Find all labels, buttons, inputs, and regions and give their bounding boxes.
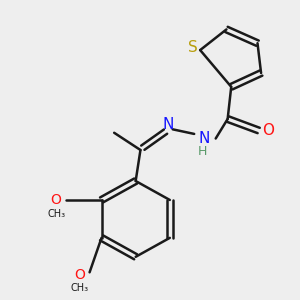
Text: O: O	[262, 123, 274, 138]
Text: O: O	[75, 268, 86, 282]
Text: N: N	[198, 131, 209, 146]
Text: N: N	[162, 117, 174, 132]
Text: CH₃: CH₃	[71, 284, 89, 293]
Text: O: O	[51, 193, 62, 207]
Text: CH₃: CH₃	[47, 209, 65, 219]
Text: H: H	[198, 145, 207, 158]
Text: S: S	[188, 40, 198, 55]
